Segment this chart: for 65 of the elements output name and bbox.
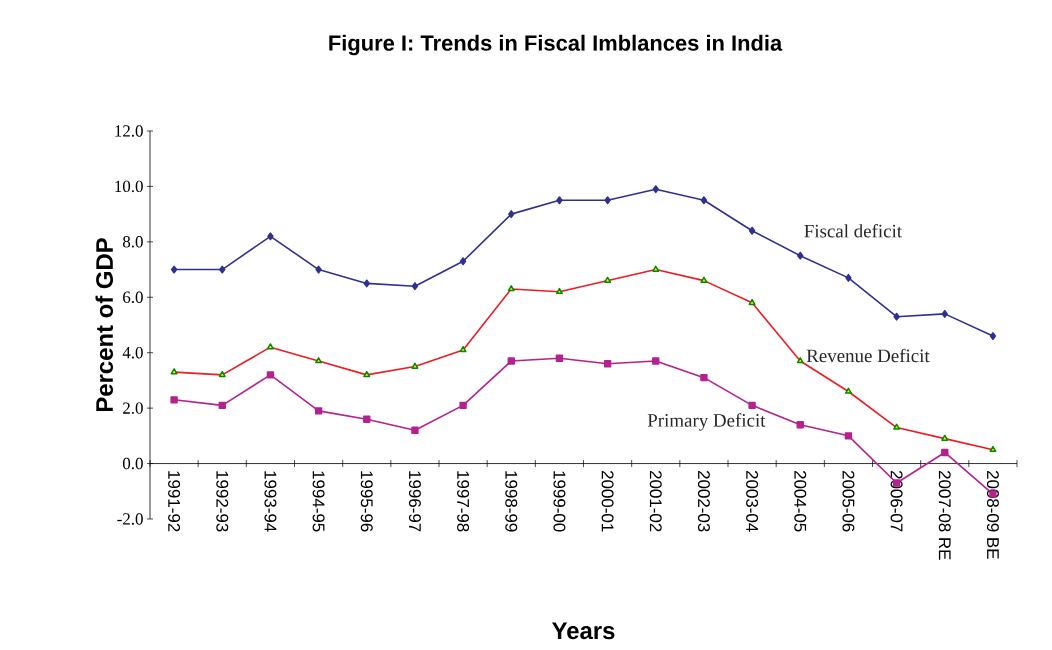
point bbox=[989, 332, 997, 341]
x-tick-label: 2002-03 bbox=[697, 470, 710, 532]
point bbox=[459, 257, 467, 266]
y-tick-label: 0.0 bbox=[122, 457, 143, 470]
point bbox=[941, 309, 948, 318]
series-label: Revenue Deficit bbox=[806, 348, 930, 363]
x-tick-label: 2001-02 bbox=[649, 470, 662, 532]
point bbox=[603, 360, 612, 368]
point bbox=[604, 196, 611, 205]
point bbox=[700, 196, 708, 205]
point bbox=[893, 312, 900, 321]
x-axis-title: Years bbox=[552, 622, 615, 640]
x-tick-label: 2003-04 bbox=[746, 470, 759, 532]
point bbox=[556, 196, 563, 205]
x-tick-label: 1994-95 bbox=[312, 471, 325, 532]
y-tick-label: 6.0 bbox=[123, 291, 143, 304]
x-tick-label: 1999-00 bbox=[553, 471, 566, 532]
y-tick-label: 10.0 bbox=[115, 180, 143, 193]
point bbox=[845, 273, 852, 282]
point bbox=[844, 432, 853, 440]
point bbox=[314, 407, 323, 415]
point bbox=[941, 448, 949, 457]
point bbox=[508, 210, 515, 219]
y-tick-label: 2.0 bbox=[123, 402, 143, 414]
point bbox=[652, 357, 660, 365]
y-axis-title: Percent of GDP bbox=[95, 238, 114, 412]
point bbox=[170, 265, 178, 274]
x-tick-label: 1996-97 bbox=[408, 471, 421, 532]
x-tick-label: 1995-96 bbox=[360, 471, 373, 532]
point bbox=[797, 251, 804, 260]
point bbox=[507, 357, 515, 365]
point bbox=[267, 232, 274, 241]
x-tick-label: 2000-01 bbox=[601, 470, 614, 532]
y-tick-label: 8.0 bbox=[122, 236, 143, 248]
point bbox=[363, 415, 371, 423]
point bbox=[218, 401, 226, 410]
point bbox=[266, 371, 275, 379]
x-tick-label: 2008-09 BE bbox=[986, 470, 999, 559]
y-tick-label: -2.0 bbox=[117, 513, 143, 525]
x-tick-label: 1991-92 bbox=[168, 471, 181, 532]
point bbox=[411, 282, 419, 291]
point bbox=[315, 265, 322, 274]
x-tick-label: 1992-93 bbox=[216, 471, 229, 532]
y-tick-label: 4.0 bbox=[122, 346, 143, 359]
x-tick-label: 1997-98 bbox=[457, 471, 470, 532]
x-tick-label: 2004-05 bbox=[794, 470, 807, 532]
x-tick-label: 1993-94 bbox=[264, 471, 277, 532]
x-tick-label: 1998-99 bbox=[505, 471, 518, 532]
point bbox=[459, 401, 467, 410]
point bbox=[411, 426, 419, 434]
series-label: Fiscal deficit bbox=[804, 224, 902, 238]
y-tick-label: 12.0 bbox=[115, 125, 143, 137]
point bbox=[748, 401, 756, 410]
series-label: Primary Deficit bbox=[647, 413, 766, 431]
point bbox=[796, 421, 804, 429]
point bbox=[700, 373, 708, 382]
point bbox=[170, 396, 178, 404]
point bbox=[652, 185, 659, 194]
chart-title: Figure I: Trends in Fiscal Imblances in India bbox=[329, 34, 783, 56]
x-tick-label: 2007-08 RE bbox=[938, 470, 951, 560]
point bbox=[363, 279, 370, 288]
point bbox=[555, 354, 564, 362]
point bbox=[219, 265, 226, 274]
point bbox=[748, 226, 756, 235]
x-tick-label: 2005-06 bbox=[842, 470, 855, 532]
